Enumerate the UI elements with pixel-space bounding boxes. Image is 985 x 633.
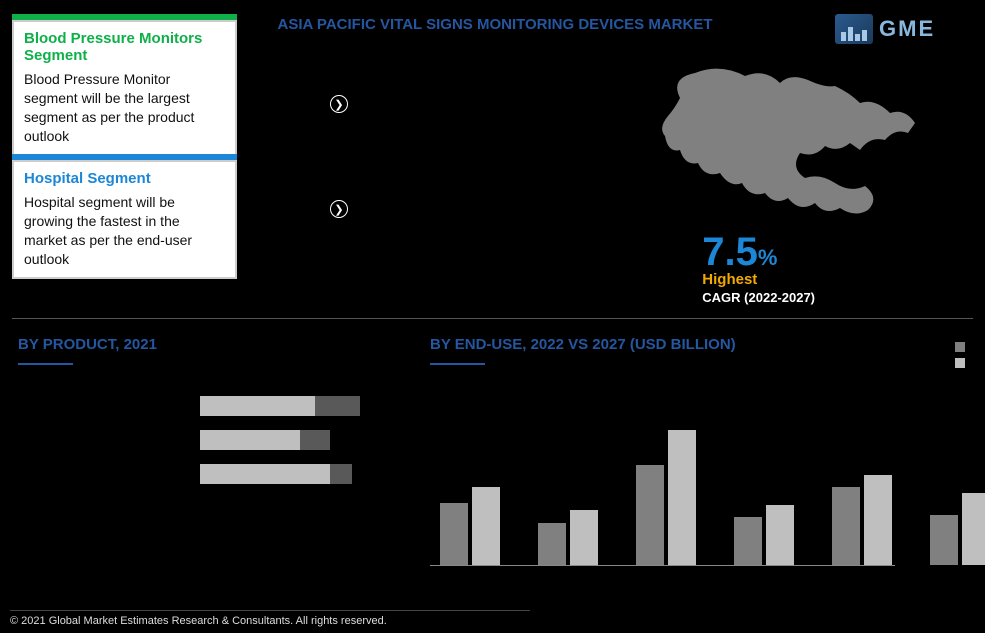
vbar-2022: [440, 503, 468, 565]
legend-swatch-2022: [955, 342, 965, 352]
vbar-2027: [668, 430, 696, 565]
hbar-segment: [330, 464, 352, 484]
page-title: ASIA PACIFIC VITAL SIGNS MONITORING DEVI…: [260, 15, 730, 35]
gme-logo: GME: [835, 8, 965, 50]
product-hbar-chart: [200, 396, 380, 498]
vbar-2022: [734, 517, 762, 565]
cagr-pct: %: [758, 245, 778, 270]
card2-title: Hospital Segment: [24, 170, 225, 187]
chevron-icon: ❯: [330, 200, 348, 218]
vbar-2027: [962, 493, 985, 565]
title-underline: [18, 363, 73, 365]
vbar-group: [440, 487, 500, 565]
vbar-group: [734, 505, 794, 565]
chevron-icon: ❯: [330, 95, 348, 113]
vbar-2022: [636, 465, 664, 565]
vbar-2027: [472, 487, 500, 565]
hbar-row: [200, 464, 380, 484]
vbar-2027: [864, 475, 892, 565]
hbar-row: [200, 396, 380, 416]
logo-text: GME: [879, 16, 935, 42]
copyright-footer: © 2021 Global Market Estimates Research …: [10, 610, 530, 627]
segment-card-enduser: Hospital Segment Hospital segment will b…: [12, 160, 237, 279]
vbar-2022: [538, 523, 566, 565]
by-enduse-section: BY END-USE, 2022 VS 2027 (USD BILLION): [430, 336, 970, 365]
card1-body: Blood Pressure Monitor segment will be t…: [24, 70, 225, 146]
cagr-block: 7.5% Highest CAGR (2022-2027): [702, 230, 815, 305]
vbar-group: [832, 475, 892, 565]
hbar-segment: [200, 464, 330, 484]
vbar-2022: [930, 515, 958, 565]
cagr-label-period: CAGR (2022-2027): [702, 290, 815, 305]
legend-swatch-2027: [955, 358, 965, 368]
cagr-value: 7.5: [702, 230, 758, 274]
segment-card-product: Blood Pressure Monitors Segment Blood Pr…: [12, 20, 237, 156]
asia-pacific-map: [650, 58, 930, 228]
card1-title: Blood Pressure Monitors Segment: [24, 30, 225, 64]
enduse-legend: [955, 342, 965, 368]
cagr-label-highest: Highest: [702, 271, 815, 288]
by-product-title: BY PRODUCT, 2021: [18, 336, 398, 353]
card2-body: Hospital segment will be growing the fas…: [24, 193, 225, 269]
hbar-segment: [200, 430, 300, 450]
hbar-segment: [315, 396, 360, 416]
hbar-segment: [300, 430, 330, 450]
vbar-group: [636, 430, 696, 565]
vbar-2027: [570, 510, 598, 565]
vbar-group: [538, 510, 598, 565]
by-enduse-title: BY END-USE, 2022 VS 2027 (USD BILLION): [430, 336, 970, 353]
vbar-group: [930, 493, 985, 565]
vbar-2022: [832, 487, 860, 565]
hbar-segment: [200, 396, 315, 416]
hbar-row: [200, 430, 380, 450]
vbar-2027: [766, 505, 794, 565]
logo-icon: [835, 14, 873, 44]
section-divider: [12, 318, 973, 319]
by-product-section: BY PRODUCT, 2021: [18, 336, 398, 365]
title-underline: [430, 363, 485, 365]
enduse-vbar-chart: [430, 396, 895, 566]
